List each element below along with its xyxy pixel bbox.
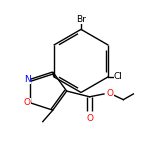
Text: N: N xyxy=(24,75,31,84)
Text: Br: Br xyxy=(76,15,86,24)
Text: Cl: Cl xyxy=(114,72,123,81)
Text: O: O xyxy=(106,89,113,98)
Text: O: O xyxy=(86,114,93,123)
Text: O: O xyxy=(24,98,31,107)
